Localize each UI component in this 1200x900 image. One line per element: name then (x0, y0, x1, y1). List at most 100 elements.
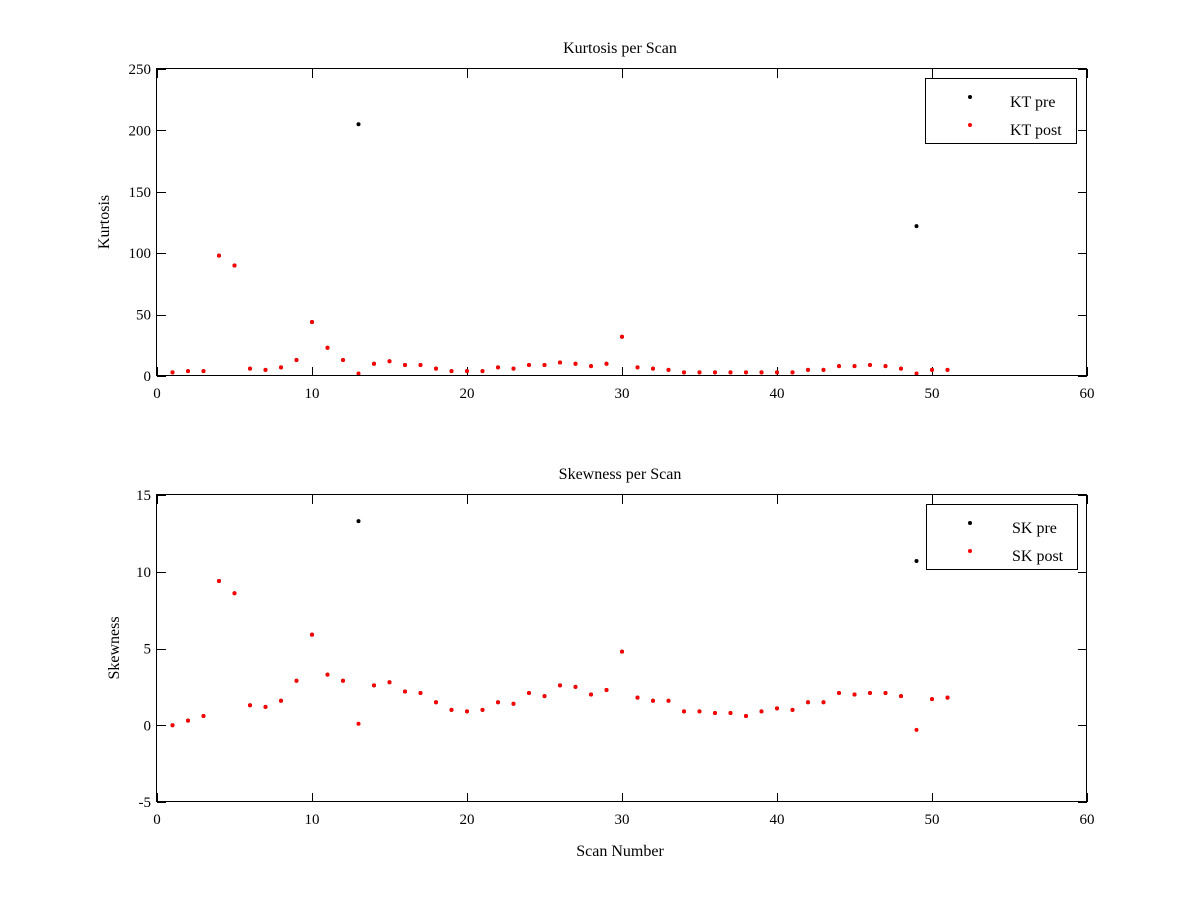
data-point (434, 700, 438, 705)
data-point (682, 370, 686, 375)
data-point (899, 694, 903, 699)
data-point (511, 701, 516, 706)
data-point (589, 692, 593, 697)
data-point (821, 700, 826, 705)
legend: SK pre SK post (926, 504, 1078, 570)
data-point (821, 367, 826, 372)
data-point (418, 362, 423, 367)
y-tick-label: 10 (136, 565, 151, 581)
legend-box (926, 504, 1078, 570)
data-point (914, 559, 919, 564)
legend-marker-kt-post (968, 123, 972, 127)
x-tick-label: 20 (460, 812, 475, 828)
data-point (465, 709, 469, 714)
y-tick-label: 50 (136, 308, 151, 324)
data-point (511, 366, 516, 371)
data-point (573, 684, 578, 689)
data-point (294, 358, 299, 363)
data-point (372, 361, 376, 366)
data-point (186, 718, 190, 723)
data-point (852, 692, 857, 697)
data-point (217, 253, 221, 258)
data-point (542, 362, 547, 367)
data-point (620, 334, 624, 339)
data-point (480, 369, 485, 374)
data-point (635, 365, 640, 370)
y-tick-label: 100 (129, 246, 152, 262)
data-point (899, 366, 903, 371)
data-point (728, 370, 733, 375)
data-point (806, 367, 810, 372)
y-axis-label: Kurtosis (96, 195, 113, 249)
data-points (170, 519, 950, 732)
data-point (356, 721, 361, 726)
data-point (713, 710, 717, 715)
data-point (279, 698, 283, 703)
data-point (914, 224, 919, 229)
x-tick-label: 50 (925, 812, 940, 828)
data-point (341, 358, 345, 363)
x-axis-label: Scan Number (576, 843, 664, 860)
plot-frame (156, 494, 1087, 802)
data-point (325, 672, 330, 677)
x-tick-label: 60 (1080, 812, 1095, 828)
chart-title: Kurtosis per Scan (563, 40, 677, 57)
data-point (666, 367, 671, 372)
data-point (449, 369, 454, 374)
data-point (868, 362, 872, 367)
plot-frame (156, 68, 1087, 376)
y-tick-label: -5 (139, 795, 152, 811)
legend: KT pre KT post (925, 78, 1077, 144)
y-tick-label: 0 (144, 369, 152, 385)
data-point (527, 362, 531, 367)
data-point (604, 687, 609, 692)
data-point (542, 694, 547, 699)
data-point (248, 703, 252, 708)
data-point (914, 371, 919, 376)
legend-label-sk-pre: SK pre (1012, 520, 1057, 537)
data-point (837, 364, 841, 369)
x-tick-label: 10 (305, 386, 320, 402)
data-point (217, 578, 221, 583)
y-axis-label: Skewness (106, 616, 123, 679)
data-point (930, 367, 934, 372)
data-point (744, 714, 748, 719)
data-point (635, 695, 640, 700)
data-point (294, 678, 299, 683)
legend-marker-sk-pre (968, 521, 972, 525)
series-post (170, 253, 950, 376)
data-point (744, 370, 748, 375)
data-point (573, 361, 578, 366)
data-point (697, 370, 702, 375)
chart-title: Skewness per Scan (559, 466, 682, 483)
skewness-panel: Skewness per Scan 0 10 20 30 40 50 60-5051015 … (106, 466, 1095, 860)
data-point (248, 366, 252, 371)
data-point (418, 691, 423, 696)
data-point (790, 370, 795, 375)
data-point (775, 370, 779, 375)
x-tick-label: 0 (153, 812, 161, 828)
data-point (914, 727, 919, 732)
axis-ticks: 0 10 20 30 40 50 60 0 50 100 150 200 250 (129, 62, 1095, 402)
y-tick-label: 200 (129, 123, 152, 139)
data-point (759, 370, 764, 375)
x-tick-label: 30 (615, 386, 630, 402)
data-point (759, 709, 764, 714)
data-point (852, 364, 857, 369)
data-point (480, 707, 485, 712)
legend-label-sk-post: SK post (1012, 548, 1064, 565)
data-point (666, 698, 671, 703)
data-point (403, 362, 407, 367)
data-point (945, 695, 950, 700)
y-tick-label: 250 (129, 62, 152, 78)
data-point (868, 691, 872, 696)
data-point (310, 632, 314, 637)
data-point (434, 366, 438, 371)
legend-marker-kt-pre (968, 95, 972, 99)
data-point (620, 649, 624, 654)
data-point (465, 369, 469, 374)
data-point (883, 691, 888, 696)
